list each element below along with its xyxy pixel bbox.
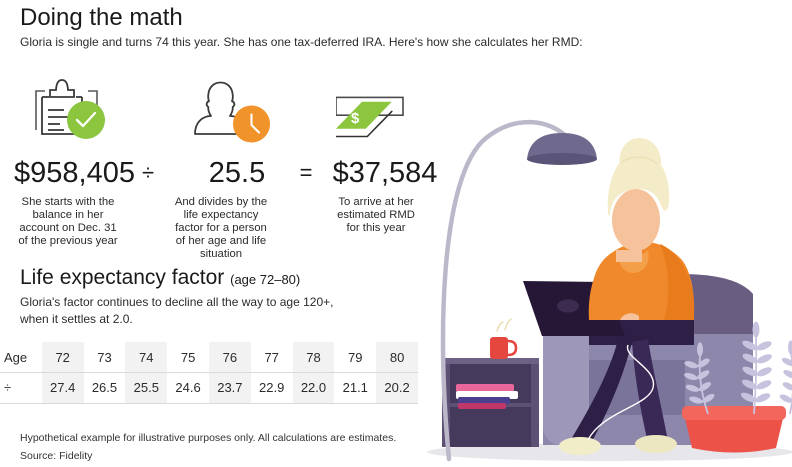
svg-text:$: $ [351, 110, 360, 127]
